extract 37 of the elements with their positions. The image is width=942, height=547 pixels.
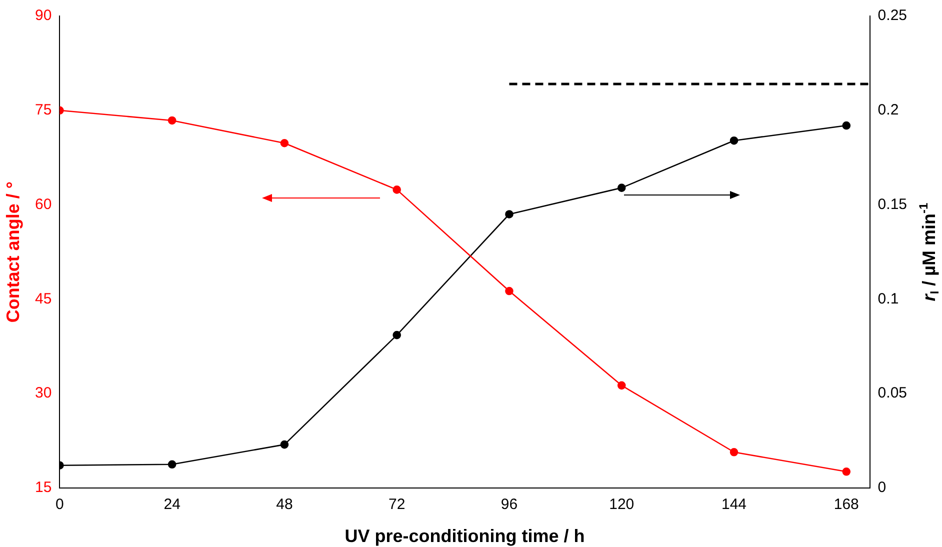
- point: [617, 381, 626, 390]
- point: [730, 136, 738, 145]
- x-tick-label: 120: [609, 496, 634, 514]
- point: [842, 121, 851, 130]
- y2-tick-label: 0.25: [878, 7, 908, 24]
- y2-tick-label: 0.15: [878, 196, 908, 213]
- y2-tick-label: 0.05: [878, 384, 908, 402]
- point: [392, 186, 401, 194]
- x-tick-label: 24: [164, 496, 180, 514]
- y-axis-title: Contact angle / °: [2, 181, 23, 323]
- x-tick-label: 0: [56, 496, 64, 514]
- point: [168, 460, 176, 469]
- point: [505, 286, 514, 296]
- y2-axis-title: rI / µM min-1: [916, 202, 942, 302]
- point: [392, 330, 401, 340]
- y-tick-label: 60: [34, 196, 52, 213]
- y-tick-label: 30: [34, 384, 52, 402]
- x-tick-label: 168: [834, 496, 859, 514]
- point: [280, 138, 289, 148]
- point: [842, 467, 851, 476]
- x-tick-label: 96: [500, 496, 518, 514]
- x-tick-label: 72: [388, 496, 406, 514]
- y-tick-label: 15: [34, 479, 52, 496]
- y2-tick-label: 0: [878, 479, 886, 496]
- point: [505, 210, 514, 218]
- y-tick-label: 90: [34, 7, 52, 24]
- point: [730, 448, 738, 456]
- y2-tick-label: 0.1: [878, 290, 899, 308]
- point: [168, 116, 176, 125]
- x-axis-title: UV pre-conditioning time / h: [344, 526, 585, 546]
- y-tick-label: 75: [34, 102, 52, 119]
- x-tick-label: 144: [721, 496, 747, 514]
- point: [617, 184, 626, 192]
- point: [280, 440, 289, 449]
- x-tick-label: 48: [276, 496, 293, 514]
- y-tick-label: 45: [34, 290, 52, 308]
- y2-tick-label: 0.2: [878, 102, 899, 119]
